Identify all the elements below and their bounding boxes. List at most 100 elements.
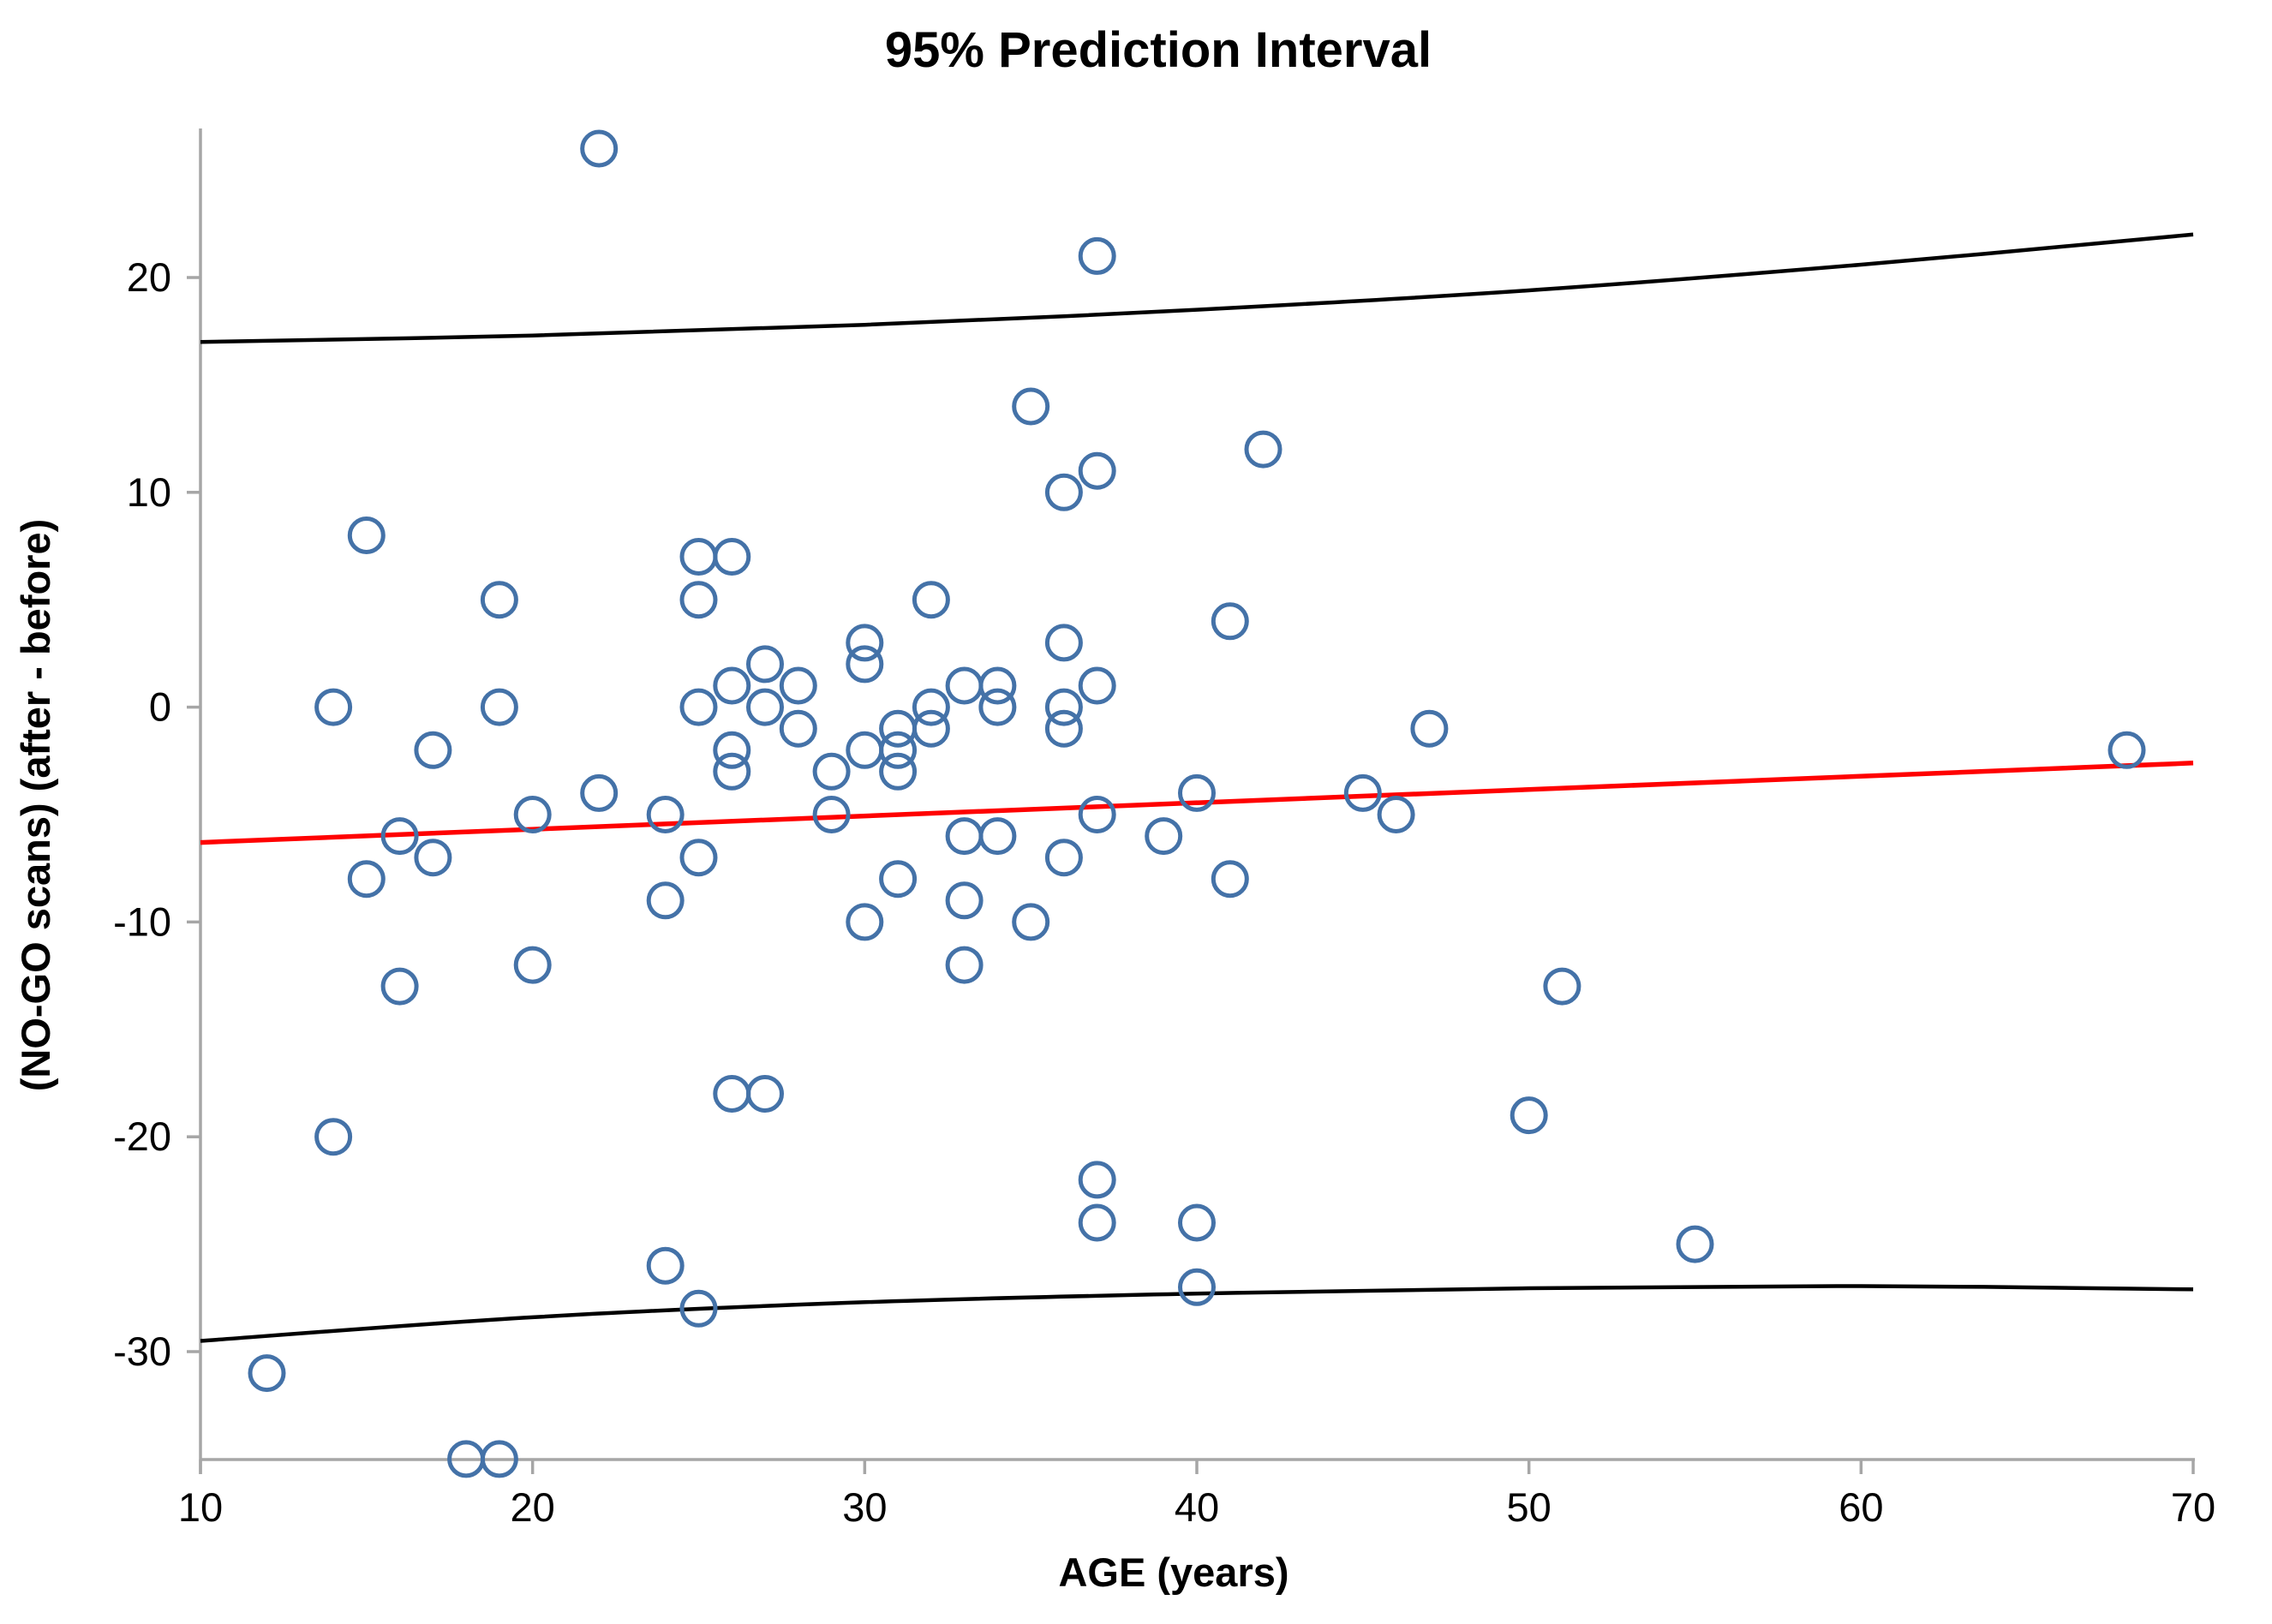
scatter-point (1012, 387, 1050, 426)
scatter-point (1343, 773, 1382, 812)
scatter-point (1044, 839, 1083, 877)
scatter-point (679, 581, 718, 619)
lower-prediction-bound (200, 1284, 2194, 1343)
scatter-point (1211, 860, 1249, 899)
scatter-point (1078, 796, 1116, 833)
scatter-point (314, 1118, 353, 1156)
scatter-point (646, 1246, 685, 1285)
scatter-point (1178, 773, 1216, 812)
data-series (200, 129, 2194, 1478)
scatter-point (480, 1440, 518, 1478)
scatter-point (713, 666, 751, 705)
x-tick-label: 40 (1175, 1484, 1219, 1530)
scatter-point (812, 752, 851, 791)
scatter-point (1676, 1225, 1714, 1263)
scatter-point (1012, 903, 1050, 941)
y-tick-label: -10 (113, 899, 171, 944)
scatter-point (1078, 236, 1116, 275)
scatter-point (945, 946, 984, 984)
scatter-point (1078, 451, 1116, 490)
scatter-point (380, 967, 419, 1006)
scatter-point (879, 860, 918, 899)
scatter-point (248, 1354, 286, 1393)
scatter-point (480, 688, 518, 726)
scatter-point (1211, 602, 1249, 641)
scatter-point (580, 129, 619, 168)
scatter-point (945, 817, 984, 856)
scatter-point (1078, 1161, 1116, 1199)
scatter-point (879, 731, 918, 769)
scatter-point (414, 731, 452, 769)
scatter-point (1178, 1268, 1216, 1306)
scatter-point (1377, 796, 1415, 833)
scatter-point (1078, 1203, 1116, 1242)
scatter-point (713, 731, 751, 769)
scatter-point (347, 860, 386, 899)
scatter-point (846, 645, 884, 684)
scatter-point (846, 903, 884, 941)
y-tick-label: 20 (127, 254, 171, 300)
scatter-point (746, 688, 784, 726)
scatter-point (1145, 817, 1183, 856)
axes: 10 20 30 40 50 60 70 20 10 0 -10 -20 -30 (113, 128, 2215, 1530)
scatter-point (1244, 430, 1282, 469)
scatter-point (1044, 688, 1083, 726)
scatter-point (912, 709, 950, 748)
scatter-point (746, 645, 784, 684)
scatter-point (679, 538, 718, 576)
scatter-point (945, 881, 984, 920)
x-axis-label: AGE (years) (1058, 1549, 1288, 1595)
scatter-point (846, 624, 884, 662)
scatter-point (978, 817, 1017, 856)
scatter-point (314, 688, 353, 726)
scatter-point (513, 796, 552, 833)
scatter-point (846, 731, 884, 769)
scatter-point (912, 688, 950, 726)
chart-title: 95% Prediction Interval (885, 22, 1432, 78)
scatter-point (380, 817, 419, 856)
scatter-point (414, 839, 452, 877)
scatter-point (1044, 473, 1083, 511)
y-tick-label: 0 (149, 684, 171, 730)
scatter-point (347, 516, 386, 554)
scatter-point (945, 666, 984, 705)
scatter-point (713, 1075, 751, 1113)
scatter-point (779, 666, 817, 705)
scatter-point (646, 796, 685, 833)
scatter-point (978, 666, 1017, 705)
scatter-point (1078, 666, 1116, 705)
x-tick-label: 70 (2171, 1484, 2215, 1530)
scatter-point (646, 881, 685, 920)
y-tick-label: 10 (127, 469, 171, 515)
y-axis-label: (NO-GO scans) (after - before) (13, 519, 58, 1092)
scatter-point (1044, 709, 1083, 748)
x-tick-label: 20 (511, 1484, 555, 1530)
scatter-point (513, 946, 552, 984)
scatter-point (2108, 731, 2146, 769)
scatter-point (1510, 1096, 1548, 1135)
scatter-point (1543, 967, 1581, 1006)
scatter-point (1178, 1203, 1216, 1242)
scatter-point (812, 796, 851, 833)
scatter-point (713, 752, 751, 791)
x-tick-label: 50 (1507, 1484, 1552, 1530)
scatter-point (679, 839, 718, 877)
scatter-point (713, 538, 751, 576)
scatter-point (746, 1075, 784, 1113)
x-tick-label: 30 (842, 1484, 887, 1530)
scatter-point (978, 688, 1017, 726)
upper-prediction-bound (200, 232, 2194, 344)
scatter-point (912, 581, 950, 619)
x-tick-label: 60 (1839, 1484, 1883, 1530)
scatter-point (879, 752, 918, 791)
y-tick-label: -20 (113, 1114, 171, 1159)
scatter-point (679, 1289, 718, 1328)
scatter-point (480, 581, 518, 619)
scatter-point (1410, 709, 1449, 748)
y-tick-label: -30 (113, 1328, 171, 1374)
x-tick-label: 10 (178, 1484, 223, 1530)
scatter-point (679, 688, 718, 726)
scatter-point (1044, 624, 1083, 662)
